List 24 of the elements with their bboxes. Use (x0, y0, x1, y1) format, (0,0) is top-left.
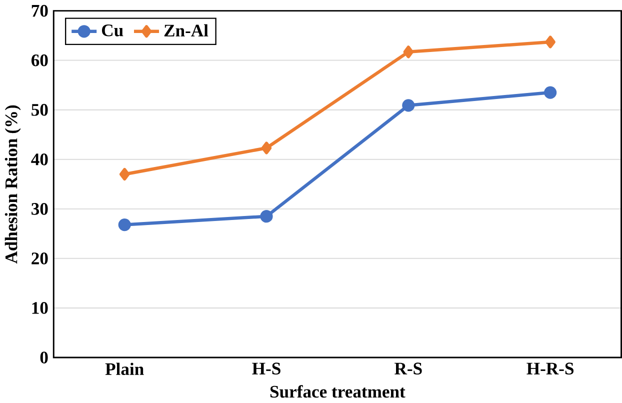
y-tick-label: 20 (32, 252, 48, 265)
y-tick-label: 70 (32, 5, 48, 17)
point (545, 36, 556, 49)
y-tick-label: 60 (31, 54, 48, 66)
point (261, 142, 272, 155)
legend-label: Zn-Al (164, 24, 208, 37)
y-axis-title: Adhesion Ration (%) (4, 106, 21, 264)
y-tick-label: 0 (40, 352, 48, 364)
x-axis-title: Surface treatment (270, 385, 406, 398)
y-tick-label: 30 (32, 203, 48, 216)
point (260, 210, 273, 223)
x-tick-label: Plain (105, 362, 144, 376)
y-tick-label: 50 (32, 104, 48, 116)
y-tick-label: 10 (32, 302, 48, 314)
point (402, 99, 415, 112)
x-tick-label: H-S (252, 362, 280, 375)
point (544, 86, 557, 100)
x-tick-label: R-S (394, 362, 422, 375)
y-tick-label: 40 (31, 154, 48, 166)
point (119, 168, 130, 181)
legend-label: Cu (102, 24, 124, 37)
point (403, 46, 414, 58)
point (118, 218, 131, 232)
x-tick-label: H-R-S (526, 362, 574, 375)
